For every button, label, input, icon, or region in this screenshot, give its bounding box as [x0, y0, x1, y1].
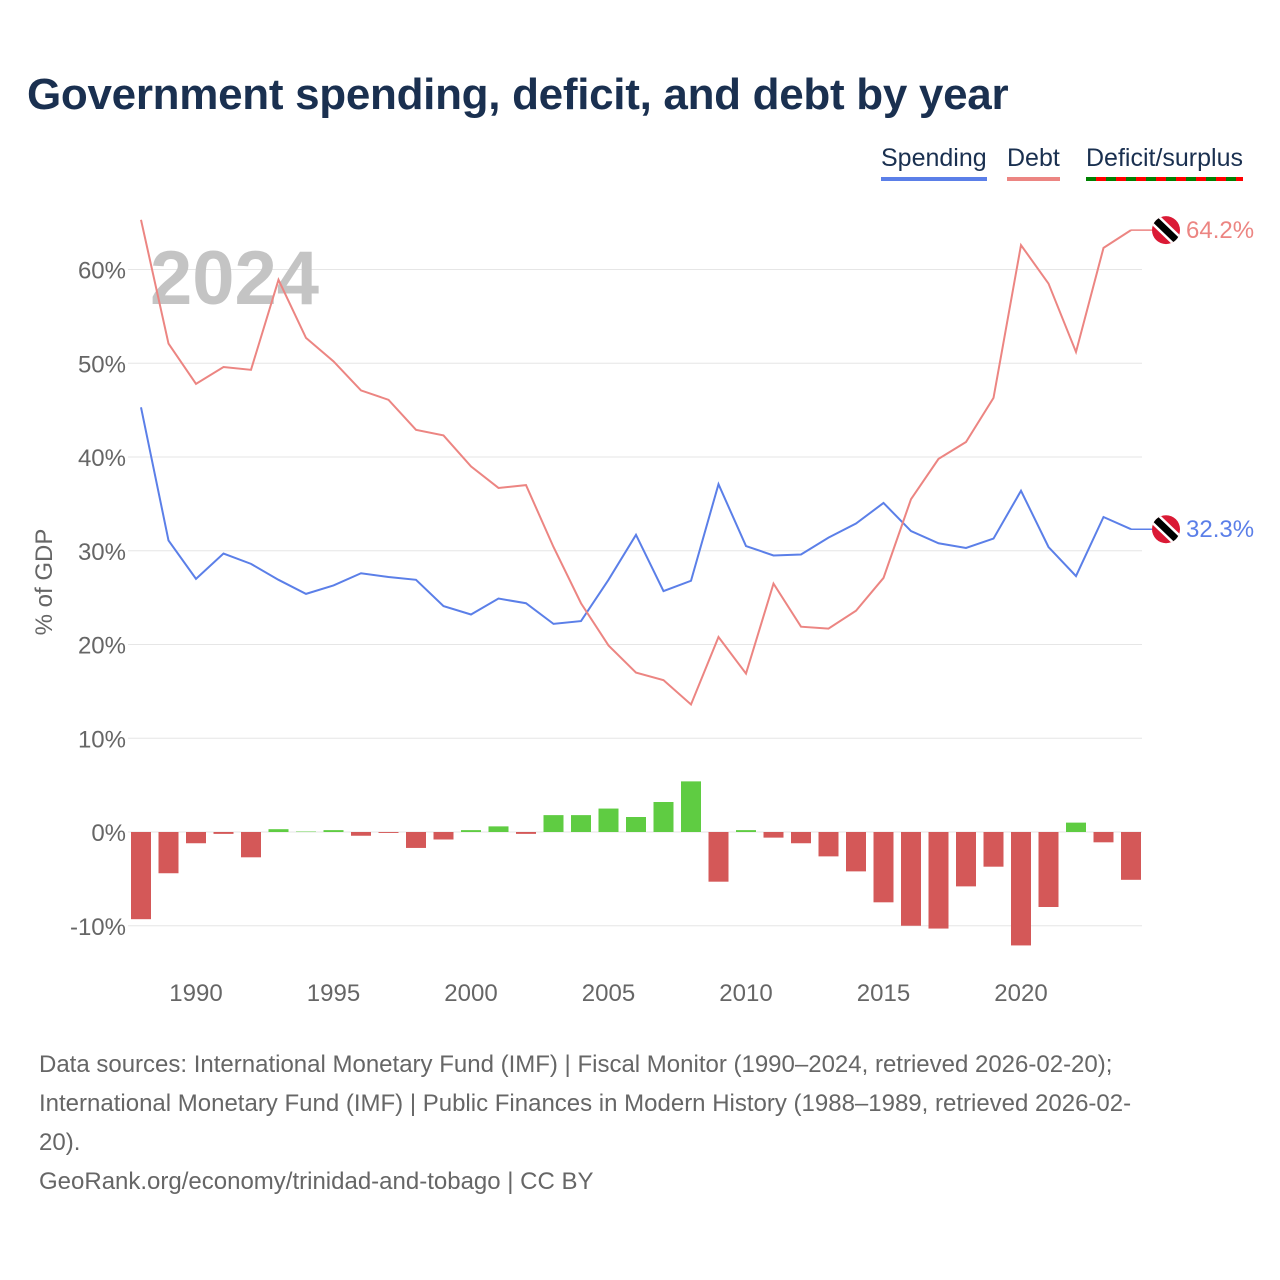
deficit-bar: [956, 832, 976, 887]
deficit-bar: [158, 832, 179, 874]
y-tick-label: 30%: [78, 539, 126, 566]
y-axis-label: % of GDP: [31, 529, 58, 636]
deficit-bar: [873, 832, 894, 903]
chart-title: Government spending, deficit, and debt b…: [27, 70, 1009, 119]
deficit-bar: [1093, 832, 1114, 843]
trinidad-flag-icon: [1152, 216, 1180, 245]
deficit-bar: [791, 832, 811, 844]
y-tick-label: 10%: [78, 726, 126, 753]
deficit-bar: [378, 832, 399, 833]
chart-area: -10% 0% 10% 20% 30% 40% 50% 60% 1990 1995 2000 2005…: [31, 216, 1254, 1007]
y-tick-label: -10%: [70, 914, 126, 941]
x-tick-label: 2000: [444, 980, 497, 1007]
deficit-bar: [406, 832, 426, 848]
y-tick-label: 40%: [78, 445, 126, 472]
deficit-bar: [818, 832, 839, 857]
deficit-bar: [653, 802, 674, 832]
deficit-bar: [213, 832, 234, 834]
deficit-bar: [516, 832, 536, 834]
deficit-bar: [1066, 822, 1086, 832]
source-line-2: International Monetary Fund (IMF) | Publ…: [39, 1090, 1132, 1117]
deficit-bar: [763, 832, 784, 838]
legend-debt[interactable]: Debt: [1007, 144, 1060, 181]
deficit-bar: [571, 815, 591, 832]
source-line-3: 20).: [39, 1129, 81, 1156]
deficit-bar: [488, 826, 509, 832]
trinidad-flag-icon: [1152, 515, 1180, 544]
deficit-bar: [323, 830, 344, 832]
deficit-bar: [268, 829, 289, 832]
debt-line: [140, 219, 1132, 707]
y-tick-label: 60%: [78, 258, 126, 285]
debt-end-label: 64.2%: [1186, 217, 1254, 244]
deficit-bar: [626, 817, 646, 832]
y-tick-label: 0%: [91, 820, 126, 847]
deficit-bar: [1011, 832, 1031, 946]
legend-spending[interactable]: Spending: [881, 144, 987, 181]
source-line-1: Data sources: International Monetary Fun…: [39, 1051, 1113, 1078]
x-tick-label: 1990: [169, 980, 222, 1007]
x-tick-label: 2020: [994, 980, 1047, 1007]
deficit-bar: [1121, 832, 1141, 880]
deficit-bar: [928, 832, 949, 929]
spending-end-label: 32.3%: [1186, 516, 1254, 543]
spending-line: [140, 407, 1132, 625]
deficit-bar: [131, 832, 151, 920]
deficit-bar: [983, 832, 1004, 867]
y-tick-label: 50%: [78, 351, 126, 378]
year-watermark: 2024: [150, 236, 319, 321]
deficit-bar: [846, 832, 866, 872]
deficit-bar: [598, 808, 619, 832]
deficit-bar: [296, 831, 316, 833]
x-tick-label: 2005: [582, 980, 635, 1007]
x-tick-label: 2015: [857, 980, 910, 1007]
deficit-bar: [241, 832, 261, 858]
y-tick-label: 20%: [78, 633, 126, 660]
legend-deficit-surplus[interactable]: Deficit/surplus: [1086, 144, 1243, 181]
deficit-bar: [186, 832, 206, 844]
deficit-bar: [901, 832, 921, 926]
source-link[interactable]: GeoRank.org/economy/trinidad-and-tobago …: [39, 1168, 594, 1195]
x-tick-label: 2010: [719, 980, 772, 1007]
deficit-bar: [433, 832, 454, 840]
deficit-bar: [351, 832, 371, 836]
deficit-bar: [461, 830, 481, 832]
x-tick-label: 1995: [307, 980, 360, 1007]
deficit-bar: [1038, 832, 1059, 907]
deficit-bar: [681, 781, 701, 832]
deficit-bar: [543, 815, 564, 832]
deficit-bar: [736, 830, 756, 832]
deficit-bar: [708, 832, 729, 882]
